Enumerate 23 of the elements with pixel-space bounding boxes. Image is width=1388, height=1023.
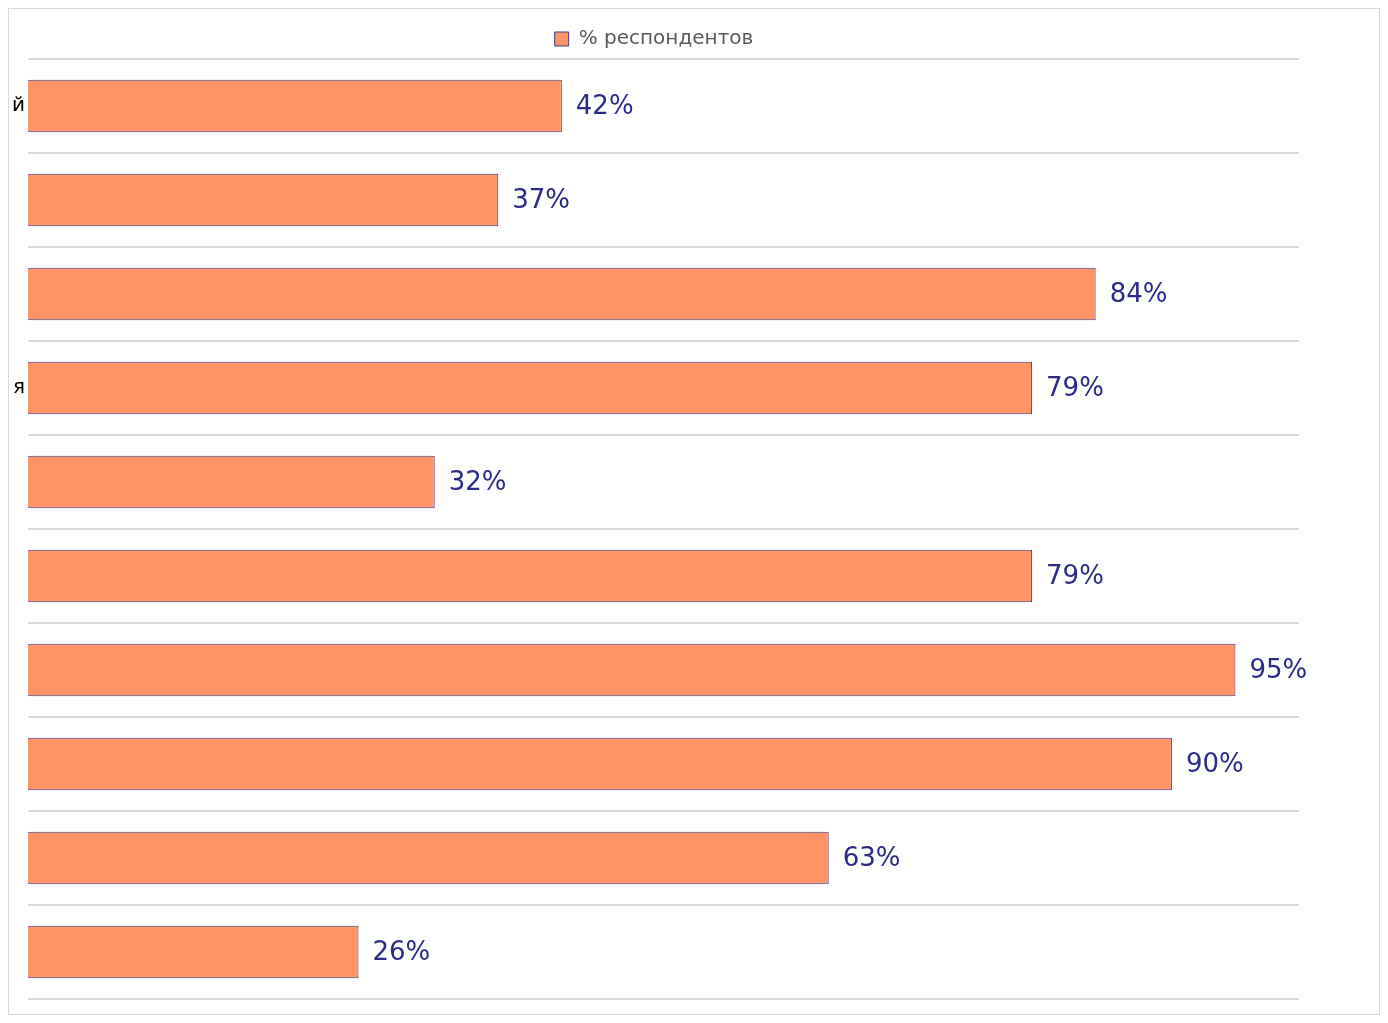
text: %: [875, 842, 901, 872]
data-label: 32: [448, 466, 482, 496]
y-tick-label: й: [12, 92, 25, 117]
data-label: 79: [1046, 372, 1080, 402]
text: %: [481, 466, 507, 496]
text: %: [1218, 748, 1244, 778]
text: %: [405, 936, 431, 966]
text: %: [1142, 278, 1168, 308]
text: %: [545, 184, 571, 214]
data-label: 84: [1109, 278, 1143, 308]
data-label: 26: [372, 936, 406, 966]
data-label: 95: [1249, 654, 1283, 684]
data-label: 63: [842, 842, 876, 872]
data-label: 37: [512, 184, 546, 214]
y-tick-label: я: [12, 374, 25, 399]
text: %: [1079, 560, 1104, 590]
data-label: 79: [1046, 560, 1080, 590]
legend-label: % респондентов: [578, 25, 754, 50]
text: %: [1079, 372, 1104, 402]
data-label: 42: [575, 90, 609, 120]
data-label: 90: [1185, 748, 1219, 778]
text: %: [1282, 654, 1308, 684]
text: %: [608, 90, 634, 120]
